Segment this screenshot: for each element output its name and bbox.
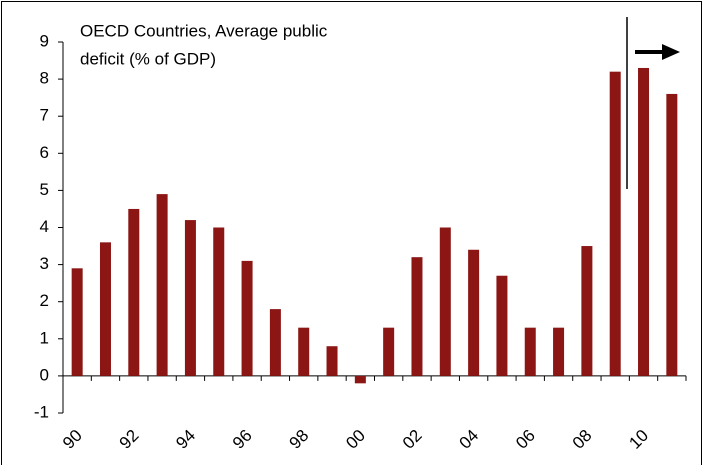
x-tick-label: 90	[59, 426, 86, 453]
bar	[71, 268, 83, 376]
bar	[411, 257, 423, 376]
bar	[99, 242, 111, 376]
bar	[269, 309, 281, 376]
y-tick-label: -1	[34, 402, 49, 421]
bar	[496, 275, 508, 376]
chart-title: deficit (% of GDP)	[80, 49, 216, 68]
x-tick-label: 10	[625, 426, 652, 453]
x-tick-label: 94	[172, 426, 199, 453]
x-tick-label: 00	[342, 426, 369, 453]
x-tick-label: 04	[455, 426, 482, 453]
y-tick-label: 1	[40, 328, 49, 347]
bar	[298, 327, 310, 376]
bar	[156, 194, 168, 376]
y-tick-label: 6	[40, 143, 49, 162]
x-tick-label: 08	[569, 426, 596, 453]
bar	[468, 249, 480, 376]
bar	[553, 327, 565, 376]
y-tick-label: 8	[40, 69, 49, 88]
bar	[609, 71, 621, 376]
bar	[184, 220, 196, 376]
bar	[128, 208, 140, 376]
x-tick-label: 02	[399, 426, 426, 453]
bar	[666, 93, 678, 376]
y-tick-label: 4	[40, 217, 49, 236]
bar	[241, 260, 253, 376]
x-tick-label: 98	[286, 426, 313, 453]
bar	[354, 375, 366, 384]
y-tick-label: 7	[40, 106, 49, 125]
y-tick-label: 5	[40, 180, 49, 199]
x-tick-label: 96	[229, 426, 256, 453]
y-tick-label: 2	[40, 291, 49, 310]
bar	[524, 327, 536, 376]
y-tick-label: 9	[40, 31, 49, 50]
bar	[383, 327, 395, 376]
chart-title: OECD Countries, Average public	[80, 21, 328, 40]
bar	[326, 346, 338, 376]
y-tick-label: 0	[40, 365, 49, 384]
bar	[581, 246, 593, 376]
forecast-arrowhead	[662, 44, 680, 60]
x-tick-label: 92	[116, 426, 143, 453]
bar	[638, 67, 650, 376]
bar	[439, 227, 451, 376]
bar	[213, 227, 225, 376]
y-tick-label: 3	[40, 254, 49, 273]
x-tick-label: 06	[512, 426, 539, 453]
